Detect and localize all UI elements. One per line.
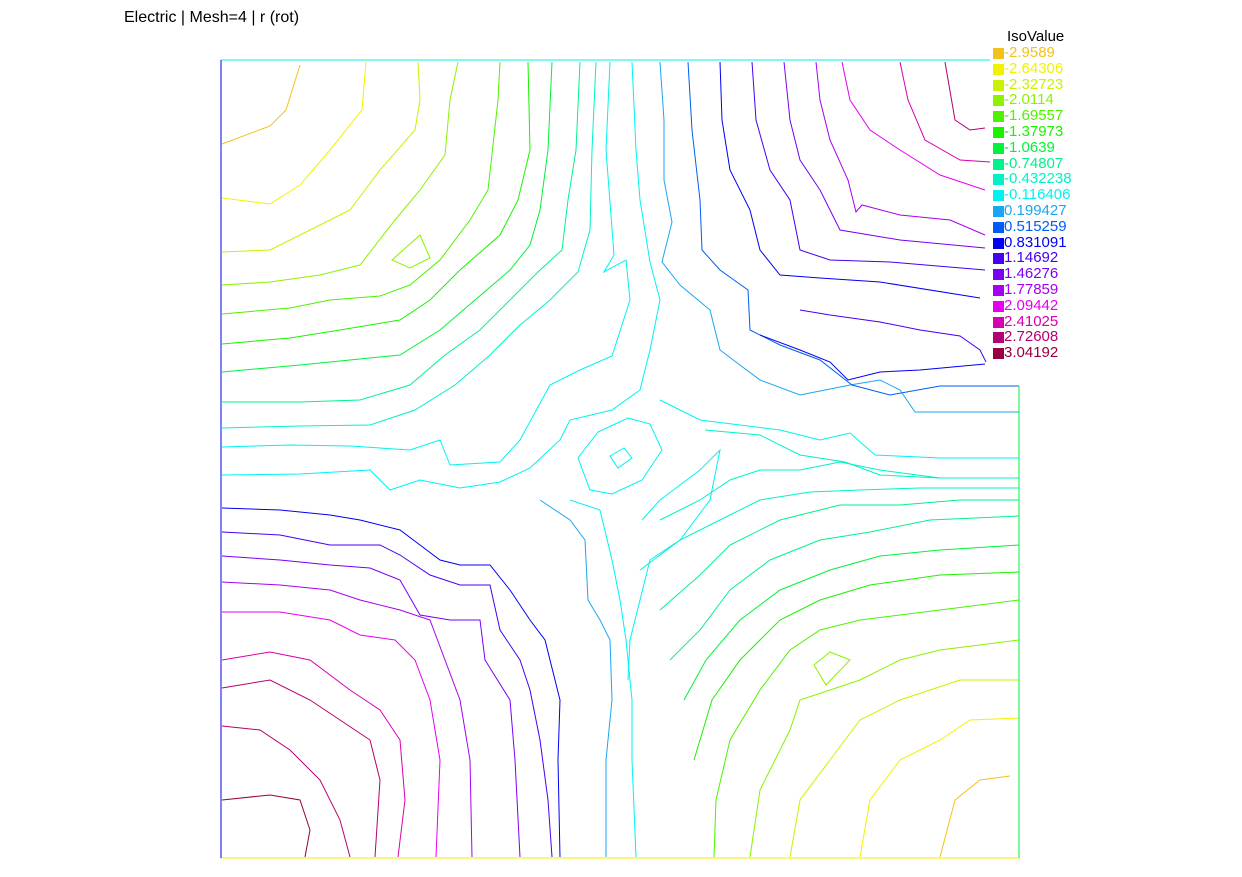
legend-label: -0.432238 xyxy=(1004,170,1072,188)
legend-label: 3.04192 xyxy=(1004,344,1059,362)
legend-label: -2.64306 xyxy=(1004,59,1064,77)
contour-line xyxy=(221,679,381,858)
contour-line xyxy=(683,544,1020,701)
legend-swatch xyxy=(993,142,1004,154)
contour-line xyxy=(221,61,631,466)
legend-swatch xyxy=(993,206,1004,217)
legend-swatch xyxy=(993,95,1004,107)
contour-line xyxy=(391,234,431,269)
legend-label: 1.46276 xyxy=(1004,265,1059,283)
legend-label: -1.37973 xyxy=(1004,123,1064,140)
legend-label: 1.77859 xyxy=(1004,281,1059,298)
contour-line xyxy=(659,461,941,521)
contour-line xyxy=(577,417,663,495)
legend-swatch xyxy=(993,300,1004,312)
contour-line xyxy=(569,499,637,858)
legend-label: -1.69557 xyxy=(1004,107,1064,125)
contour-line xyxy=(609,447,633,469)
legend-label: 2.72608 xyxy=(1004,328,1059,346)
legend-label: -2.0114 xyxy=(1004,91,1054,109)
legend-label: -2.9589 xyxy=(1004,44,1055,61)
contour-line xyxy=(221,507,561,858)
legend-label: -0.116406 xyxy=(1004,186,1071,204)
contour-line xyxy=(222,61,581,403)
legend-swatch xyxy=(993,269,1004,281)
legend-label: 2.09442 xyxy=(1004,296,1059,314)
legend-swatch xyxy=(993,237,1004,249)
contour-line xyxy=(639,487,1019,571)
legend-swatch xyxy=(993,253,1004,265)
legend-swatch xyxy=(993,48,1004,59)
contour-line xyxy=(704,429,1019,479)
legend-label: 2.41025 xyxy=(1004,312,1059,330)
contour-line xyxy=(815,61,986,236)
contour-lines xyxy=(221,61,1020,858)
contour-line xyxy=(813,651,851,686)
legend-label: -2.32723 xyxy=(1004,75,1064,93)
legend-swatch xyxy=(993,79,1004,91)
contour-line xyxy=(749,639,1020,858)
legend-label: 1.14692 xyxy=(1004,249,1059,267)
contour-line xyxy=(221,531,553,858)
legend-label: -0.74807 xyxy=(1004,154,1064,172)
legend-label: -1.0639 xyxy=(1004,138,1055,156)
plot-frame xyxy=(220,59,1020,859)
legend-swatch xyxy=(993,127,1004,138)
contour-line xyxy=(221,794,311,858)
contour-line xyxy=(222,611,441,858)
contour-line xyxy=(221,61,501,315)
contour-line xyxy=(221,555,521,858)
legend-swatch xyxy=(993,63,1004,75)
contour-line xyxy=(687,61,1019,396)
contour-line xyxy=(221,581,473,858)
contour-line xyxy=(713,599,1020,858)
legend-swatch xyxy=(993,316,1004,328)
legend-swatch xyxy=(993,158,1004,170)
legend-swatch xyxy=(993,285,1004,296)
contour-line xyxy=(221,61,661,491)
legend-title: IsoValue xyxy=(1007,28,1065,45)
contour-line xyxy=(751,61,986,271)
contour-line xyxy=(799,309,987,363)
legend-swatch xyxy=(993,174,1004,186)
contour-line xyxy=(221,61,459,286)
contour-line xyxy=(221,61,367,205)
contour-line xyxy=(659,499,1019,611)
contour-line xyxy=(939,775,1011,858)
contour-line xyxy=(759,334,986,381)
contour-line xyxy=(221,651,406,858)
legend-label: 0.199427 xyxy=(1004,202,1067,219)
contour-line xyxy=(221,64,301,145)
legend-swatch xyxy=(993,221,1004,233)
contour-line xyxy=(659,61,1019,413)
contour-line xyxy=(221,61,553,373)
legend-label: 0.831091 xyxy=(1004,233,1067,251)
contour-line xyxy=(221,725,351,858)
contour-line xyxy=(899,61,991,163)
contour-line xyxy=(841,61,986,191)
contour-line xyxy=(783,61,986,249)
legend-swatch xyxy=(993,190,1004,202)
legend-swatch xyxy=(993,332,1004,344)
legend-swatch xyxy=(993,348,1004,360)
contour-line xyxy=(659,399,1019,459)
contour-line xyxy=(221,61,597,429)
contour-line xyxy=(719,61,981,299)
contour-line xyxy=(221,61,531,345)
legend-swatch xyxy=(993,111,1004,123)
contour-line xyxy=(789,679,1019,858)
contour-line xyxy=(669,515,1020,661)
contour-line xyxy=(944,61,986,131)
contour-line xyxy=(221,61,421,253)
contour-line xyxy=(859,717,1020,858)
contour-line xyxy=(539,499,613,857)
plot-title: Electric | Mesh=4 | r (rot) xyxy=(124,9,300,26)
contour-line xyxy=(627,448,721,681)
contour-line xyxy=(693,571,1020,761)
legend-label: 0.515259 xyxy=(1004,217,1067,235)
